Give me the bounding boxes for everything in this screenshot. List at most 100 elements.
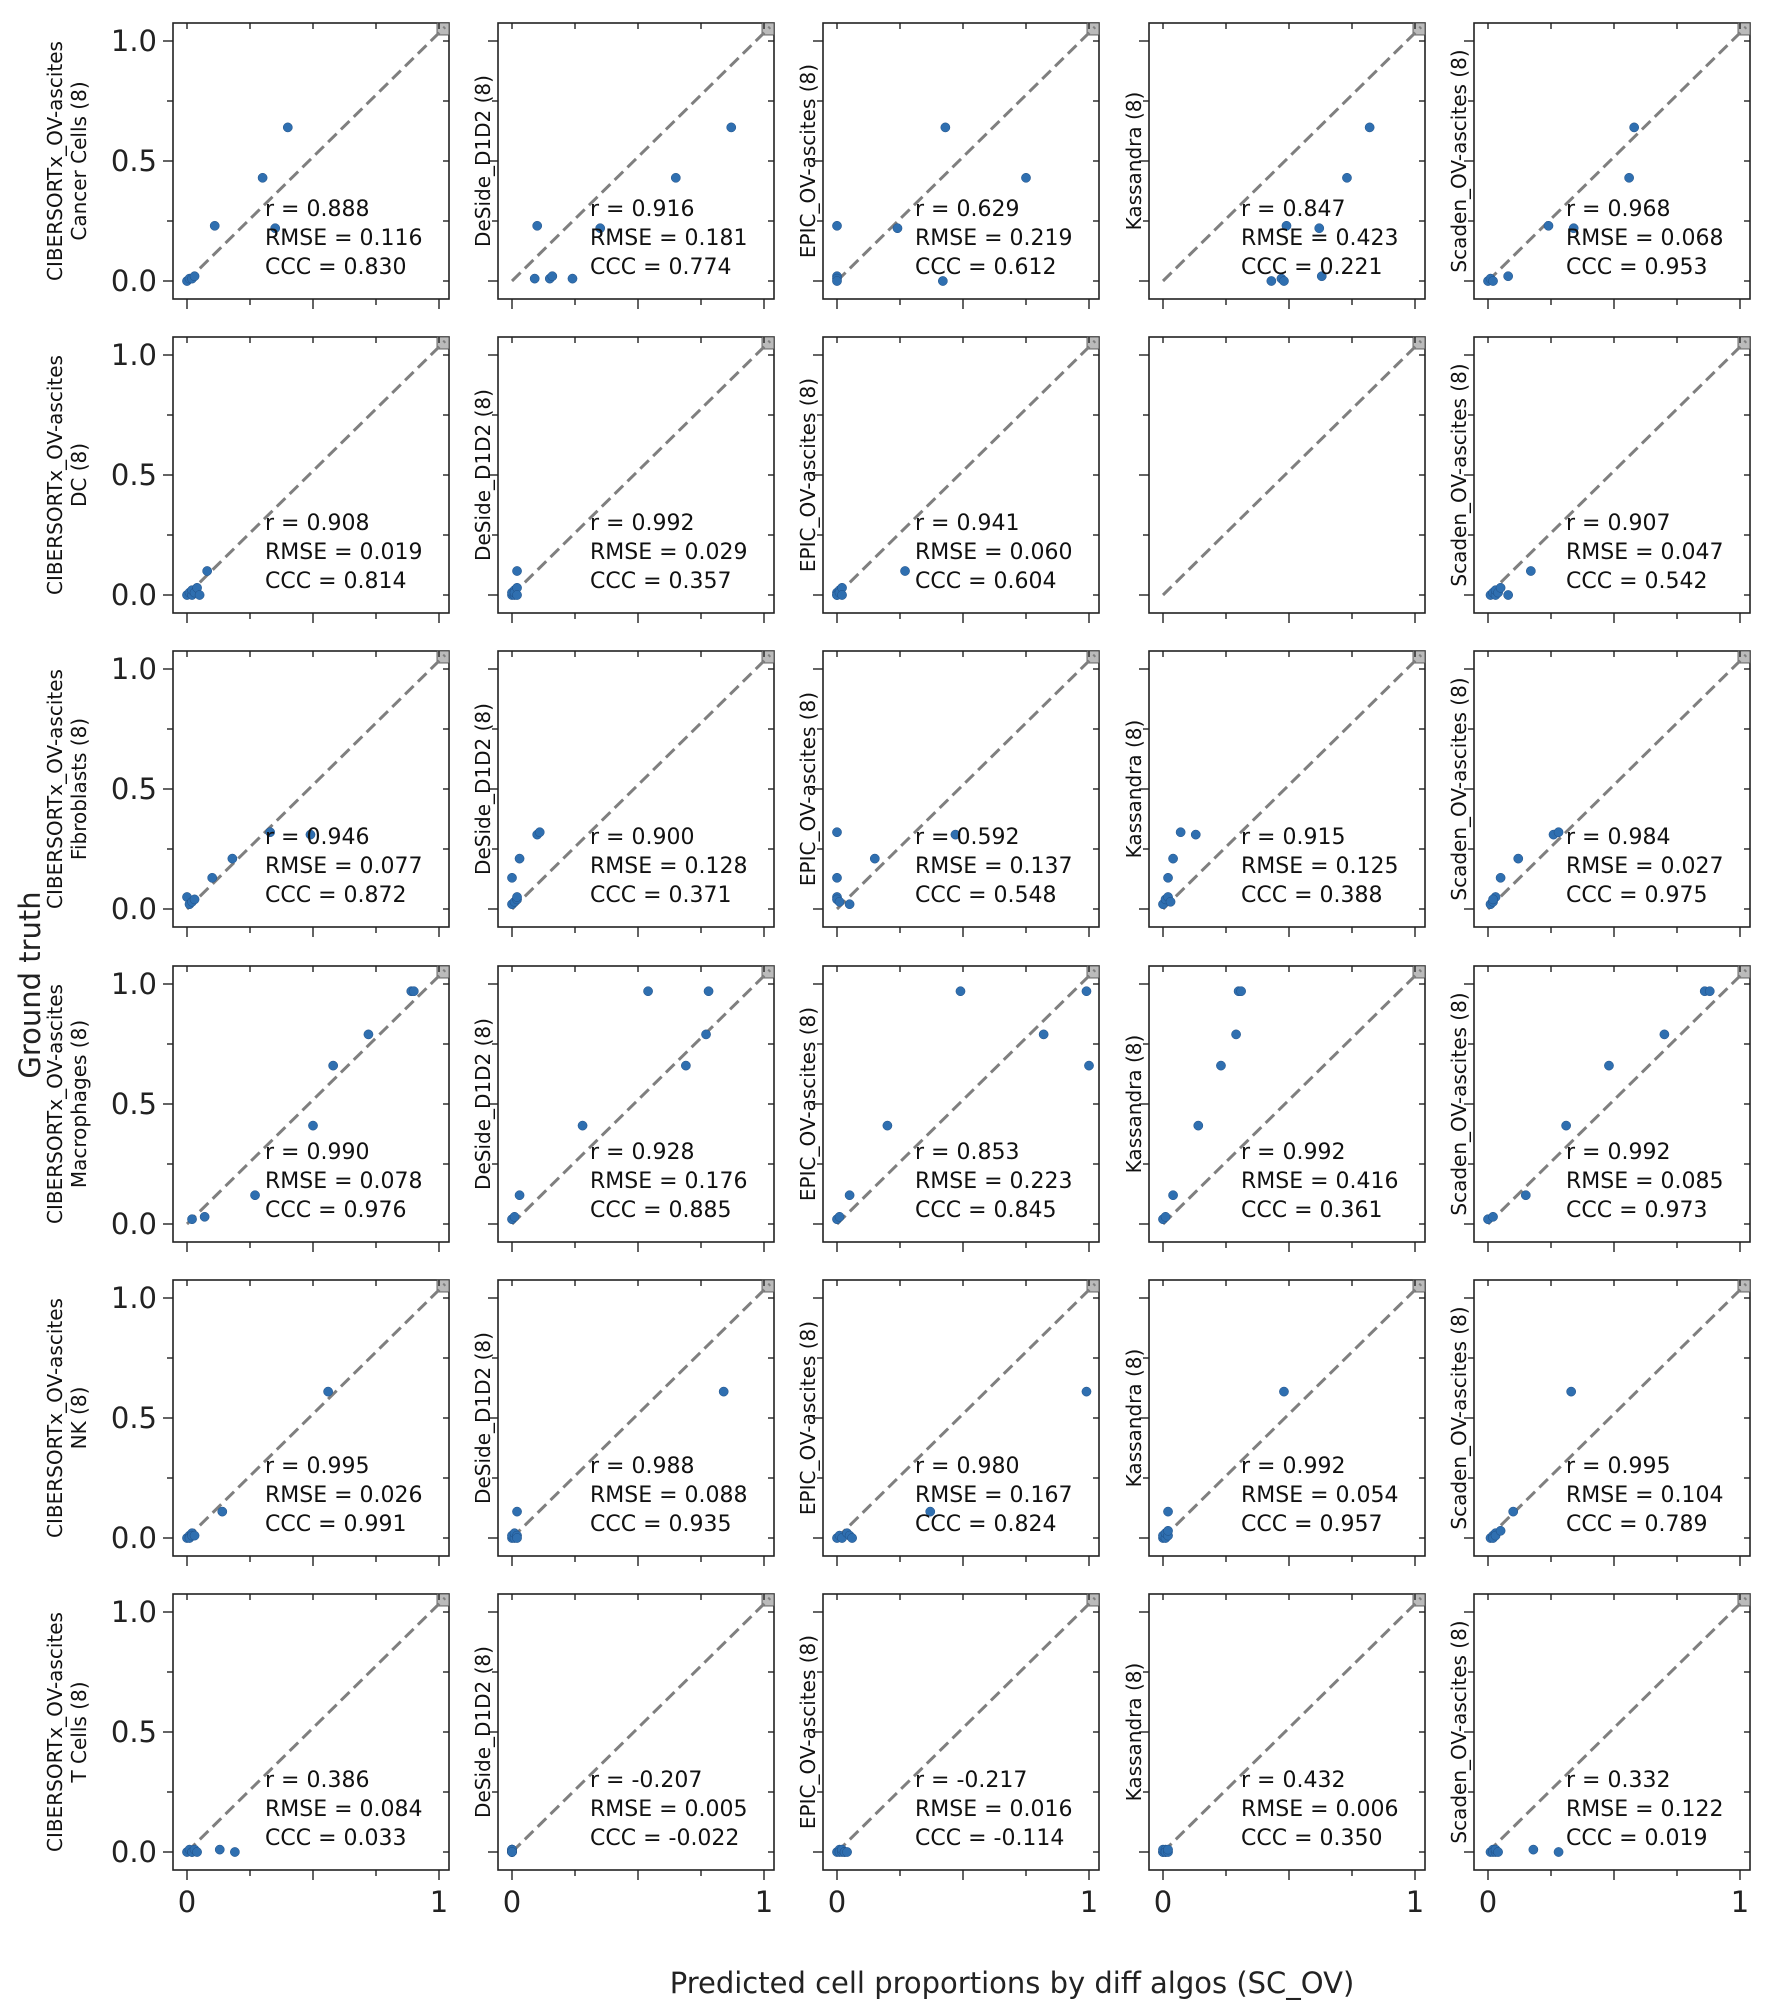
corner-marker [1412,336,1426,350]
stat-rmse: RMSE = 0.122 [1566,1797,1724,1822]
corner-marker [1412,1593,1426,1607]
data-point [882,1120,893,1131]
y-tick-label: 0.0 [111,1835,157,1869]
data-point [567,273,578,284]
identity-line [835,1596,1097,1854]
data-point [842,1847,852,1857]
stat-ccc: CCC = 0.991 [265,1512,407,1537]
stat-r: r = 0.992 [1241,1140,1345,1165]
data-point [1236,986,1246,997]
panel-y-label: Scaden_OV-ascites (8) [1447,49,1471,272]
data-point [1342,172,1352,183]
identity-line [185,339,447,597]
data-point [209,220,220,231]
stat-ccc: CCC = 0.774 [590,255,732,280]
data-point [1543,220,1554,231]
corner-marker [436,1279,450,1293]
panel-y-label: Fibroblasts (8) [67,718,91,860]
stat-r: r = 0.386 [265,1768,369,1793]
data-point [1553,827,1564,838]
data-point [1364,122,1375,133]
x-tick-label: 0 [828,1885,846,1919]
stat-ccc: CCC = -0.114 [915,1826,1064,1851]
data-point [282,122,293,133]
data-point [257,172,268,183]
data-point [199,1211,210,1222]
stat-rmse: RMSE = 0.054 [1241,1483,1399,1508]
stat-ccc: CCC = 0.542 [1566,569,1708,594]
x-tick-label: 0 [1479,1885,1497,1919]
identity-line [185,25,447,283]
scatter-panel: r = 0.928 RMSE = 0.176 CCC = 0.885 DeSide_D… [471,965,775,1252]
corner-marker [1737,650,1751,664]
panel-y-label: T Cells (8) [67,1681,91,1783]
data-point [512,892,522,902]
stat-r: r = -0.207 [590,1768,702,1793]
data-point [1279,276,1289,286]
panel-y-label: DeSide_D1D2 (8) [471,389,495,561]
y-tick-label: 0.5 [111,458,157,492]
data-point [1038,1029,1049,1040]
x-axis-title: Predicted cell proportions by diff algos… [670,1966,1355,2000]
scatter-panel: r = 0.916 RMSE = 0.181 CCC = 0.774 DeSide_D… [471,22,775,309]
data-point [955,986,966,997]
y-tick-label: 0.5 [111,1087,157,1121]
stat-rmse: RMSE = 0.060 [915,540,1073,565]
stat-rmse: RMSE = 0.423 [1241,226,1399,251]
data-point [265,827,276,838]
corner-marker [436,965,450,979]
identity-line [1161,968,1423,1226]
y-tick-label: 0.5 [111,1401,157,1435]
stat-r: r = 0.941 [915,511,1019,536]
identity-line [510,1282,772,1540]
scatter-panel: r = 0.990 RMSE = 0.078 CCC = 0.976 CIBERSOR… [43,965,450,1252]
data-point [1081,1386,1092,1397]
stat-rmse: RMSE = 0.223 [915,1169,1073,1194]
panel-y-label: DeSide_D1D2 (8) [471,703,495,875]
panel-y-label: Scaden_OV-ascites (8) [1447,992,1471,1215]
identity-line [1486,653,1748,911]
scatter-panel: r = 0.992 RMSE = 0.029 CCC = 0.357 DeSide_D… [471,336,775,623]
y-tick-label: 1.0 [111,338,157,372]
stat-ccc: CCC = 0.789 [1566,1512,1708,1537]
scatter-panel: r = 0.992 RMSE = 0.416 CCC = 0.361 Kassandr… [1122,965,1426,1252]
scatter-panel: r = 0.984 RMSE = 0.027 CCC = 0.975 Scaden_O… [1447,650,1751,937]
data-point [844,1190,855,1201]
panel-y-label: Kassandra (8) [1122,720,1146,859]
stat-r: r = 0.980 [915,1454,1019,1479]
data-point [869,853,880,864]
corner-marker [761,1279,775,1293]
panel-y-label: EPIC_OV-ascites (8) [796,378,820,572]
data-point [1568,223,1579,234]
y-axis-title: Ground truth [13,891,47,1078]
corner-marker [1086,22,1100,36]
identity-line [185,968,447,1226]
data-point [703,986,714,997]
scatter-panel: r = -0.207 RMSE = 0.005 CCC = -0.022 DeSide… [471,1593,775,1919]
data-point [1503,271,1514,282]
data-point [507,1847,517,1857]
identity-line [1161,1282,1423,1540]
data-point [250,1190,260,1201]
data-point [509,1211,520,1222]
x-tick-label: 0 [503,1885,521,1919]
panel-y-label: DeSide_D1D2 (8) [471,1018,495,1190]
scatter-panel: r = 0.992 RMSE = 0.054 CCC = 0.957 Kassandr… [1122,1279,1426,1566]
scatter-panel: r = 0.968 RMSE = 0.068 CCC = 0.953 Scaden_O… [1447,22,1751,309]
x-tick-label: 0 [178,1885,196,1919]
stat-r: r = 0.908 [265,511,369,536]
data-point [207,872,218,883]
corner-marker [1737,965,1751,979]
stat-rmse: RMSE = 0.167 [915,1483,1073,1508]
stat-r: r = 0.988 [590,1454,694,1479]
scatter-panel: r = 0.995 RMSE = 0.026 CCC = 0.991 CIBERSOR… [43,1279,450,1566]
stat-rmse: RMSE = 0.085 [1566,1169,1724,1194]
data-point [1190,829,1201,840]
data-point [1165,896,1176,907]
data-point [1266,276,1277,286]
corner-marker [761,965,775,979]
data-point [308,1120,318,1131]
corner-marker [1412,965,1426,979]
panel-y-label: CIBERSORTx_OV-ascites [43,1298,67,1538]
